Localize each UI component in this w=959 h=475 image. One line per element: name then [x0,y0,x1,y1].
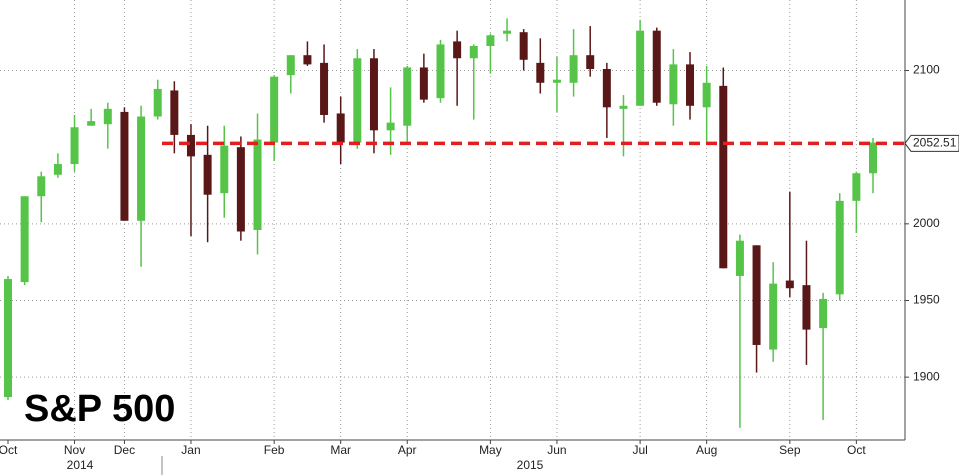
x-tick-label: Mar [330,443,351,457]
candle-body [386,122,395,131]
candle-body [120,111,129,221]
candle-body [652,30,661,103]
x-tick-label: May [479,443,502,457]
x-tick-label: Sep [779,443,801,457]
candle-body [503,30,512,34]
candle-body [4,279,12,398]
candle-body [419,67,428,100]
candle-body [702,82,711,108]
y-tick-label: 2000 [913,216,940,230]
candle-body [586,55,595,69]
candle-body [769,283,778,350]
last-value-label: 2052.51 [913,136,957,150]
y-tick-label: 1950 [913,293,940,307]
x-tick-label: Aug [696,443,717,457]
candle-body [469,45,478,59]
candle-body [752,245,761,345]
y-tick-label: 2100 [913,63,940,77]
candle-body [103,108,112,125]
candle-body [153,88,162,117]
candle-body [519,32,528,60]
candle-body [53,164,62,175]
y-tick-label: 1900 [913,369,940,383]
candle-body [785,280,794,289]
x-tick-label: Jan [181,443,200,457]
candle-body [536,62,545,83]
candle-body [186,134,195,157]
candle-body [320,62,329,115]
candle-body [802,285,811,330]
x-tick-label: Nov [64,443,85,457]
candle-body [686,64,695,106]
candle-body [835,200,844,295]
year-label: 2014 [67,458,94,472]
candle-body [486,35,495,46]
chart-title: S&P 500 [24,388,175,430]
candle-body [87,121,96,126]
candle-body [220,145,229,194]
candle-body [636,30,645,106]
candle-body [869,142,877,174]
candle-body [236,147,245,232]
candle-body [170,90,179,135]
candle-body [602,68,611,108]
candle-body [70,127,79,165]
x-tick-label: Oct [847,443,866,457]
candle-body [303,55,312,65]
candle-body [369,58,378,131]
x-tick-label: Jul [632,443,647,457]
candle-body [453,41,462,59]
candle-body [203,154,212,195]
candle-body [819,298,828,329]
candle-body [719,85,728,269]
candle-body [270,76,279,143]
candle-body [253,139,262,230]
candle-body [37,176,46,197]
x-tick-label: Oct [0,443,18,457]
x-tick-label: Apr [398,443,417,457]
x-tick-label: Dec [114,443,135,457]
x-tick-label: Jun [547,443,566,457]
candle-body [569,55,578,83]
year-label: 2015 [517,458,544,472]
candle-body [286,55,295,76]
candle-body [669,64,678,105]
candle-body [137,116,146,221]
candle-body [353,58,362,143]
candle-body [403,67,412,126]
x-tick-label: Feb [264,443,285,457]
candle-body [552,79,561,83]
last-value-box [904,134,959,152]
candle-body [20,196,29,283]
candle-body [619,105,628,109]
candle-body [735,240,744,276]
candle-body [852,173,861,201]
candle-body [436,44,445,99]
candle-body [336,113,345,143]
